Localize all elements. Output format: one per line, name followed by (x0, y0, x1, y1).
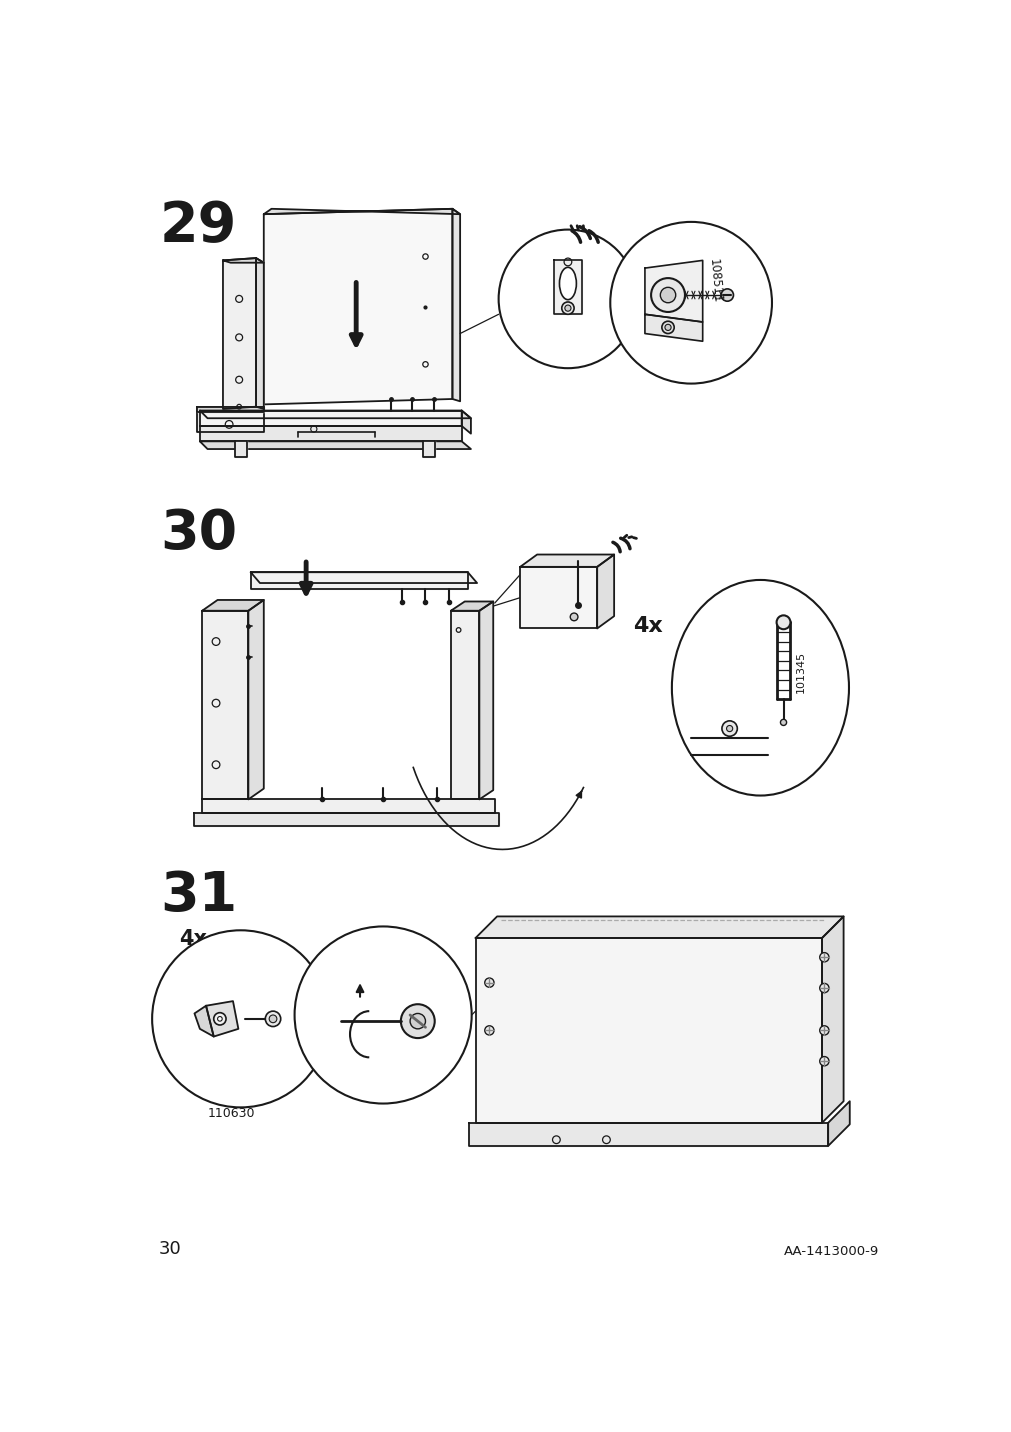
Text: 4x: 4x (179, 929, 207, 949)
Text: 101345: 101345 (795, 652, 805, 693)
Circle shape (400, 1004, 435, 1038)
Text: 30: 30 (160, 507, 237, 561)
Text: 30: 30 (158, 1240, 181, 1257)
Circle shape (213, 1012, 225, 1025)
Circle shape (269, 1015, 277, 1022)
Circle shape (561, 302, 573, 314)
Text: 29: 29 (160, 199, 237, 253)
Polygon shape (469, 1123, 827, 1146)
Circle shape (664, 324, 670, 331)
Text: 108511: 108511 (706, 258, 723, 304)
Polygon shape (196, 407, 264, 432)
Text: AA-1413000-9: AA-1413000-9 (783, 1244, 879, 1257)
Circle shape (409, 1014, 425, 1028)
Polygon shape (264, 209, 452, 404)
Polygon shape (202, 600, 264, 610)
Circle shape (659, 288, 675, 302)
Circle shape (569, 613, 577, 620)
Text: 4x: 4x (633, 616, 662, 636)
Polygon shape (235, 441, 247, 457)
Polygon shape (520, 567, 596, 629)
Polygon shape (596, 554, 614, 629)
Circle shape (819, 952, 828, 962)
Circle shape (819, 1057, 828, 1065)
Circle shape (779, 719, 786, 726)
Polygon shape (199, 411, 470, 418)
Circle shape (726, 726, 732, 732)
Polygon shape (264, 209, 460, 215)
Polygon shape (520, 554, 614, 567)
Text: 110630: 110630 (207, 1107, 255, 1120)
Circle shape (775, 616, 790, 629)
Circle shape (217, 1017, 222, 1021)
Polygon shape (194, 1005, 213, 1037)
Polygon shape (644, 314, 702, 341)
Circle shape (721, 289, 733, 301)
Polygon shape (644, 261, 702, 322)
Ellipse shape (559, 268, 576, 299)
Ellipse shape (671, 580, 848, 796)
Polygon shape (222, 258, 264, 262)
Polygon shape (475, 916, 843, 938)
Circle shape (610, 222, 771, 384)
Polygon shape (202, 799, 494, 813)
Circle shape (721, 720, 737, 736)
Polygon shape (194, 813, 498, 826)
Circle shape (294, 927, 471, 1104)
Polygon shape (196, 407, 264, 412)
Polygon shape (451, 610, 479, 799)
Circle shape (819, 1025, 828, 1035)
Circle shape (152, 931, 329, 1107)
Polygon shape (206, 1001, 239, 1037)
Polygon shape (554, 261, 581, 314)
Circle shape (661, 321, 673, 334)
Polygon shape (821, 916, 843, 1123)
Polygon shape (199, 425, 461, 441)
Polygon shape (256, 258, 264, 410)
Polygon shape (251, 573, 476, 583)
Circle shape (564, 305, 570, 311)
Polygon shape (222, 258, 256, 410)
Circle shape (484, 1025, 493, 1035)
Circle shape (819, 984, 828, 992)
Polygon shape (423, 441, 435, 457)
Polygon shape (479, 601, 492, 799)
Circle shape (484, 978, 493, 987)
Polygon shape (827, 1101, 849, 1146)
Polygon shape (452, 209, 460, 401)
Polygon shape (199, 441, 470, 450)
Polygon shape (461, 411, 470, 434)
Polygon shape (451, 601, 492, 610)
Circle shape (498, 229, 637, 368)
Circle shape (650, 278, 684, 312)
Polygon shape (202, 610, 248, 799)
Polygon shape (251, 573, 467, 589)
Polygon shape (199, 411, 461, 425)
Circle shape (265, 1011, 280, 1027)
Polygon shape (248, 600, 264, 799)
Polygon shape (475, 938, 821, 1123)
Text: 31: 31 (160, 869, 237, 922)
